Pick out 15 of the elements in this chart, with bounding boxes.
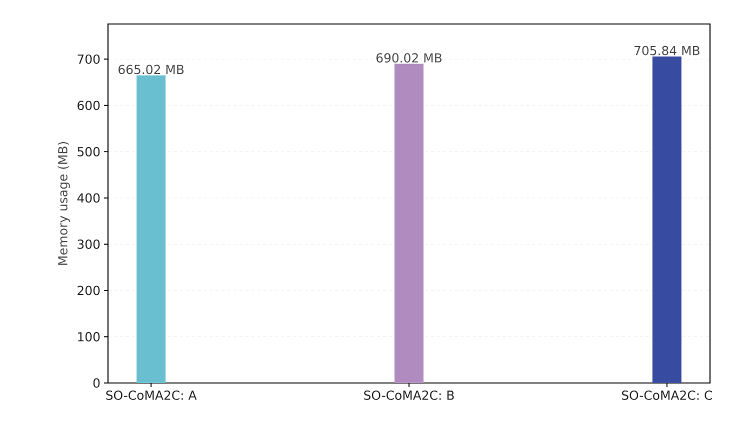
y-tick-label: 300 [78,239,100,249]
x-tick-label: SO-CoMA2C: C [622,390,712,400]
x-tick-label: SO-CoMA2C: A [106,390,197,400]
x-tick-label: SO-CoMA2C: B [364,390,454,400]
y-tick-label: 400 [77,193,100,203]
y-tick-label: 600 [78,100,100,110]
y-tick-label: 100 [78,332,100,342]
data-label: 665.02 MB [118,64,184,74]
data-label: 705.84 MB [634,46,700,56]
y-tick-label: 200 [78,286,100,296]
y-tick-label: 0 [93,378,100,388]
y-tick-label: 500 [78,146,100,156]
data-label: 690.02 MB [376,53,442,63]
y-tick-label: 700 [78,54,100,64]
y-axis-title: Memory usage (MB) [58,142,70,265]
